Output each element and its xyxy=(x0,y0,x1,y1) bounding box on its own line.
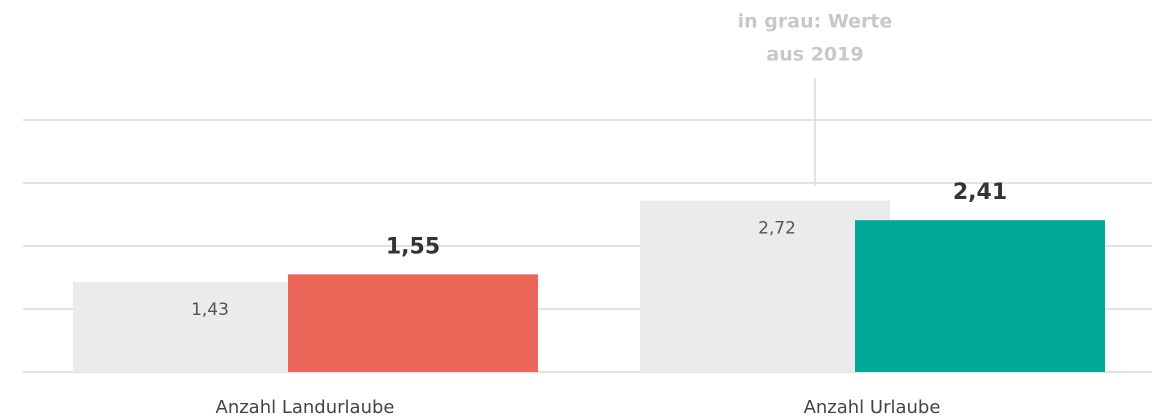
bar-previous xyxy=(640,200,890,372)
value-label-current: 1,55 xyxy=(386,234,440,259)
value-label-previous: 2,72 xyxy=(758,219,796,239)
bar-previous xyxy=(73,281,323,372)
annotation: aus 2019 xyxy=(766,44,863,66)
value-label-current: 2,41 xyxy=(953,180,1007,205)
x-tick-label: Anzahl Landurlaube xyxy=(216,397,395,418)
annotation: in grau: Werte xyxy=(738,11,893,33)
value-label-previous: 1,43 xyxy=(191,300,229,320)
x-tick-label: Anzahl Urlaube xyxy=(804,397,941,418)
bar-current xyxy=(855,220,1105,372)
bar-current xyxy=(288,274,538,372)
